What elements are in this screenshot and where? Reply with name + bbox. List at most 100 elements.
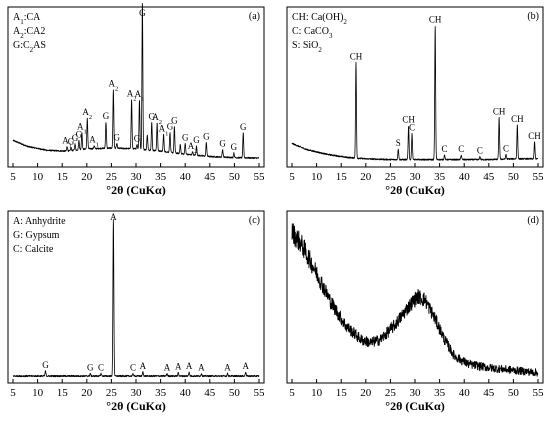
peak-label: G <box>76 130 83 140</box>
legend-entry: S: SiO2 <box>292 40 322 54</box>
peak-label: G <box>134 133 141 143</box>
x-axis-label: °2θ (CuKα) <box>385 399 444 413</box>
peak-label: A <box>242 361 249 371</box>
x-tick-label: 5 <box>10 387 16 399</box>
peak-label: G <box>219 138 226 148</box>
peak-label: A <box>164 363 171 373</box>
x-tick-label: 55 <box>254 387 266 399</box>
x-axis-label: °2θ (CuKα) <box>106 183 165 197</box>
legend-entry: C: Calcite <box>13 244 54 255</box>
x-tick-label: 10 <box>311 171 323 183</box>
legend-entry: C: CaCO3 <box>292 26 333 40</box>
x-tick-label: 45 <box>204 387 216 399</box>
panel-label: (c) <box>249 215 260 226</box>
peak-label: C <box>442 144 448 154</box>
x-tick-label: 25 <box>106 387 118 399</box>
peak-label: A2 <box>127 88 137 102</box>
panel-label: (d) <box>527 215 539 226</box>
x-tick-label: 55 <box>533 171 545 183</box>
peak-label: C <box>98 363 104 373</box>
panel-label: (a) <box>249 11 260 22</box>
peak-label: G <box>103 111 110 121</box>
x-tick-label: 50 <box>229 387 241 399</box>
x-tick-label: 45 <box>483 387 495 399</box>
peak-label: CH <box>350 52 363 62</box>
x-tick-label: 5 <box>10 171 16 183</box>
x-tick-label: 25 <box>106 171 118 183</box>
peak-label: G <box>193 135 200 145</box>
x-tick-label: 30 <box>131 387 143 399</box>
x-tick-label: 45 <box>204 171 216 183</box>
peak-label: G <box>203 131 210 141</box>
x-tick-label: 30 <box>131 171 143 183</box>
peak-label: A1 <box>89 135 99 149</box>
peak-label: A <box>186 361 193 371</box>
peak-label: A1 <box>62 136 72 150</box>
peak-label: A <box>198 363 205 373</box>
peak-label: A <box>175 362 182 372</box>
x-tick-label: 40 <box>180 387 192 399</box>
x-tick-label: 40 <box>180 171 192 183</box>
x-axis-label: °2θ (CuKα) <box>385 183 444 197</box>
x-tick-label: 15 <box>336 387 348 399</box>
x-tick-label: 35 <box>155 387 167 399</box>
series-line <box>291 223 539 377</box>
peak-label: A2 <box>152 112 162 126</box>
peak-label: C <box>130 363 136 373</box>
x-tick-label: 55 <box>533 387 545 399</box>
peak-label: CH <box>429 15 442 25</box>
x-tick-label: 15 <box>336 171 348 183</box>
legend-entry: A2:CA2 <box>13 26 45 40</box>
peak-label: A2 <box>108 79 118 93</box>
peak-label: G <box>68 137 75 147</box>
peak-label: C <box>409 122 415 132</box>
x-tick-label: 50 <box>508 171 520 183</box>
peak-label: CH <box>402 115 415 125</box>
x-tick-label: 40 <box>459 171 471 183</box>
peak-label: G <box>231 142 238 152</box>
peak-label: CH <box>511 114 524 124</box>
x-axis-label: °2θ (CuKα) <box>106 399 165 413</box>
panel-a: 5 10 15 20 25 30 35 40 45 50 55°2θ (CuKα)(a)A1:CAA… <box>7 2 266 197</box>
x-tick-label: 55 <box>254 171 266 183</box>
legend-entry: A1:CA <box>13 12 41 26</box>
peak-label: A <box>224 363 231 373</box>
peak-label: A1 <box>135 89 145 103</box>
peak-label: CH <box>528 131 541 141</box>
peak-label: C <box>477 146 483 156</box>
peak-label: C <box>503 143 509 153</box>
x-tick-label: 10 <box>32 387 44 399</box>
panel-b: 5 10 15 20 25 30 35 40 45 50 55 °2θ (CuKα) (b) CH: Ca… <box>286 6 545 197</box>
x-tick-label: 50 <box>229 171 241 183</box>
x-tick-label: 5 <box>289 387 295 399</box>
peak-label: G <box>114 133 121 143</box>
panel-label: (b) <box>527 11 539 22</box>
x-tick-label: 35 <box>155 171 167 183</box>
peak-label: C <box>458 144 464 154</box>
x-tick-label: 15 <box>57 171 69 183</box>
peak-label: A1 <box>77 121 87 135</box>
x-tick-label: 10 <box>32 171 44 183</box>
peak-label: A <box>110 212 117 222</box>
peak-label: A2 <box>188 141 198 155</box>
x-tick-label: 25 <box>385 387 397 399</box>
panel-d: 5 10 15 20 25 30 35 40 45 50 55 °2θ (CuKα) (d) <box>286 210 545 413</box>
series-line <box>12 218 260 378</box>
peak-label: G <box>240 122 247 132</box>
x-tick-label: 15 <box>57 387 69 399</box>
legend-entry: A: Anhydrite <box>13 216 66 227</box>
peak-label: G <box>87 363 94 373</box>
peak-label: CH <box>493 107 506 117</box>
peak-label: G <box>148 112 155 122</box>
peak-label: A <box>140 361 147 371</box>
peak-label: G <box>72 133 79 143</box>
x-tick-label: 40 <box>459 387 471 399</box>
peak-label: S <box>396 138 401 148</box>
x-tick-label: 20 <box>81 387 93 399</box>
peak-label: G <box>139 8 146 18</box>
x-tick-label: 30 <box>410 387 422 399</box>
legend-entry: G:C2AS <box>13 40 46 54</box>
peak-label: G <box>42 360 49 370</box>
